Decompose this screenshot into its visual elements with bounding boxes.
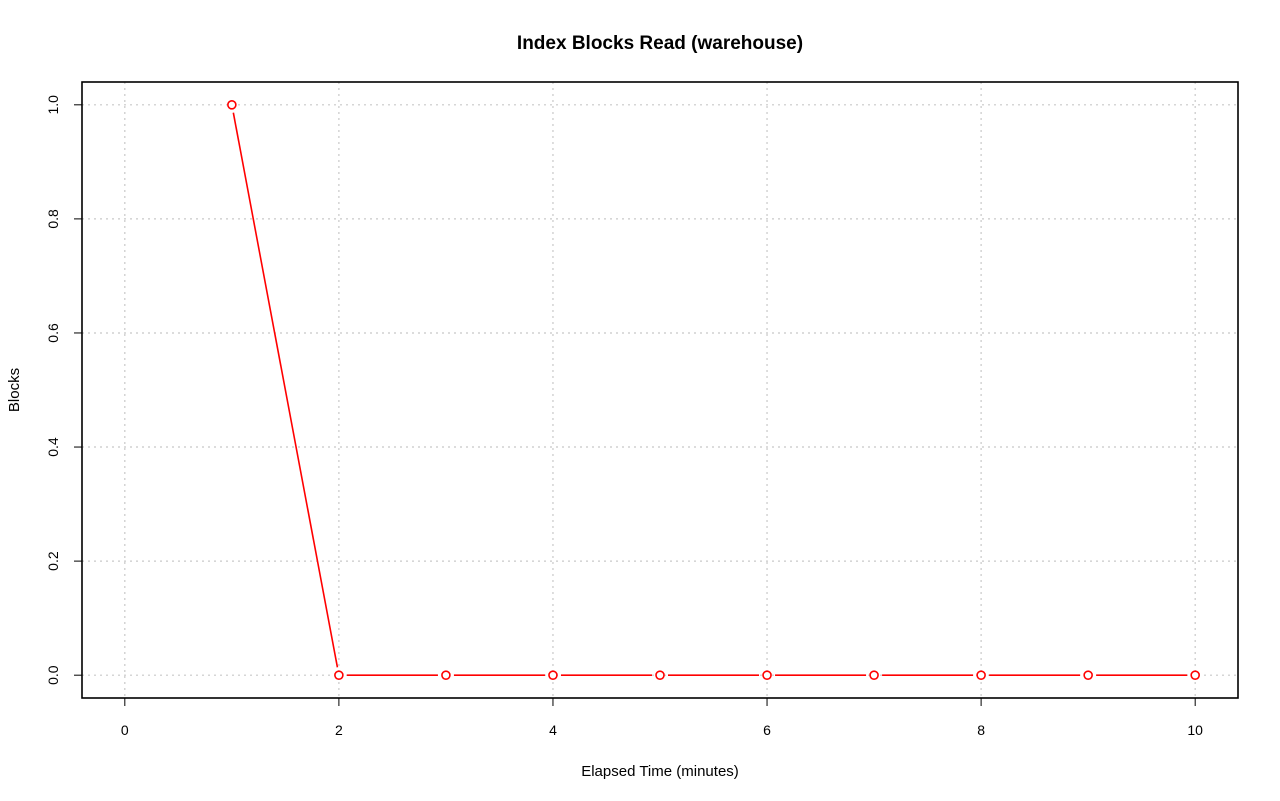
- data-point: [976, 670, 986, 680]
- y-tick-label: 0.6: [45, 323, 61, 343]
- x-tick-label: 2: [335, 722, 343, 738]
- data-point: [655, 670, 665, 680]
- x-tick-label: 4: [549, 722, 557, 738]
- data-point: [548, 670, 558, 680]
- data-point: [227, 100, 237, 110]
- x-axis-label: Elapsed Time (minutes): [581, 763, 739, 780]
- y-tick-label: 0.4: [45, 437, 61, 457]
- y-tick-label: 0.8: [45, 209, 61, 229]
- y-tick-label: 1.0: [45, 95, 61, 115]
- x-tick-label: 6: [763, 722, 771, 738]
- data-point: [334, 670, 344, 680]
- chart-title: Index Blocks Read (warehouse): [517, 33, 803, 54]
- data-point: [762, 670, 772, 680]
- y-tick-label: 0.0: [45, 665, 61, 685]
- data-point: [441, 670, 451, 680]
- y-axis: 0.0 0.2 0.4 0.6 0.8 1.0: [45, 95, 82, 685]
- y-axis-label: Blocks: [6, 368, 23, 412]
- grid: [82, 82, 1238, 698]
- x-tick-label: 10: [1187, 722, 1203, 738]
- data-point: [869, 670, 879, 680]
- plot-frame: [81, 81, 1239, 699]
- x-tick-label: 0: [121, 722, 129, 738]
- series-line-segment: [232, 112, 339, 668]
- x-axis: 0 2 4 6 8 10: [121, 698, 1203, 738]
- data-point: [1190, 670, 1200, 680]
- series-layer: [227, 100, 1200, 680]
- y-tick-label: 0.2: [45, 551, 61, 571]
- series: [227, 100, 1200, 680]
- data-point: [1083, 670, 1093, 680]
- x-tick-label: 8: [977, 722, 985, 738]
